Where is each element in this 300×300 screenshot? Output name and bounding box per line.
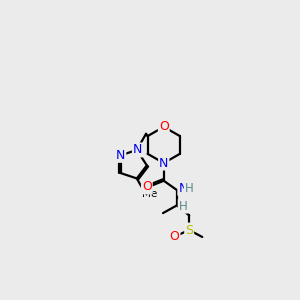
- Text: N: N: [178, 182, 188, 195]
- Text: S: S: [185, 224, 193, 236]
- Text: N: N: [159, 157, 168, 169]
- Text: O: O: [142, 180, 152, 194]
- Text: N: N: [116, 149, 125, 162]
- Text: N: N: [133, 143, 142, 157]
- Text: H: H: [178, 200, 188, 213]
- Text: O: O: [159, 120, 169, 134]
- Text: O: O: [169, 230, 179, 244]
- Text: H: H: [185, 182, 194, 195]
- Text: Me: Me: [142, 189, 157, 199]
